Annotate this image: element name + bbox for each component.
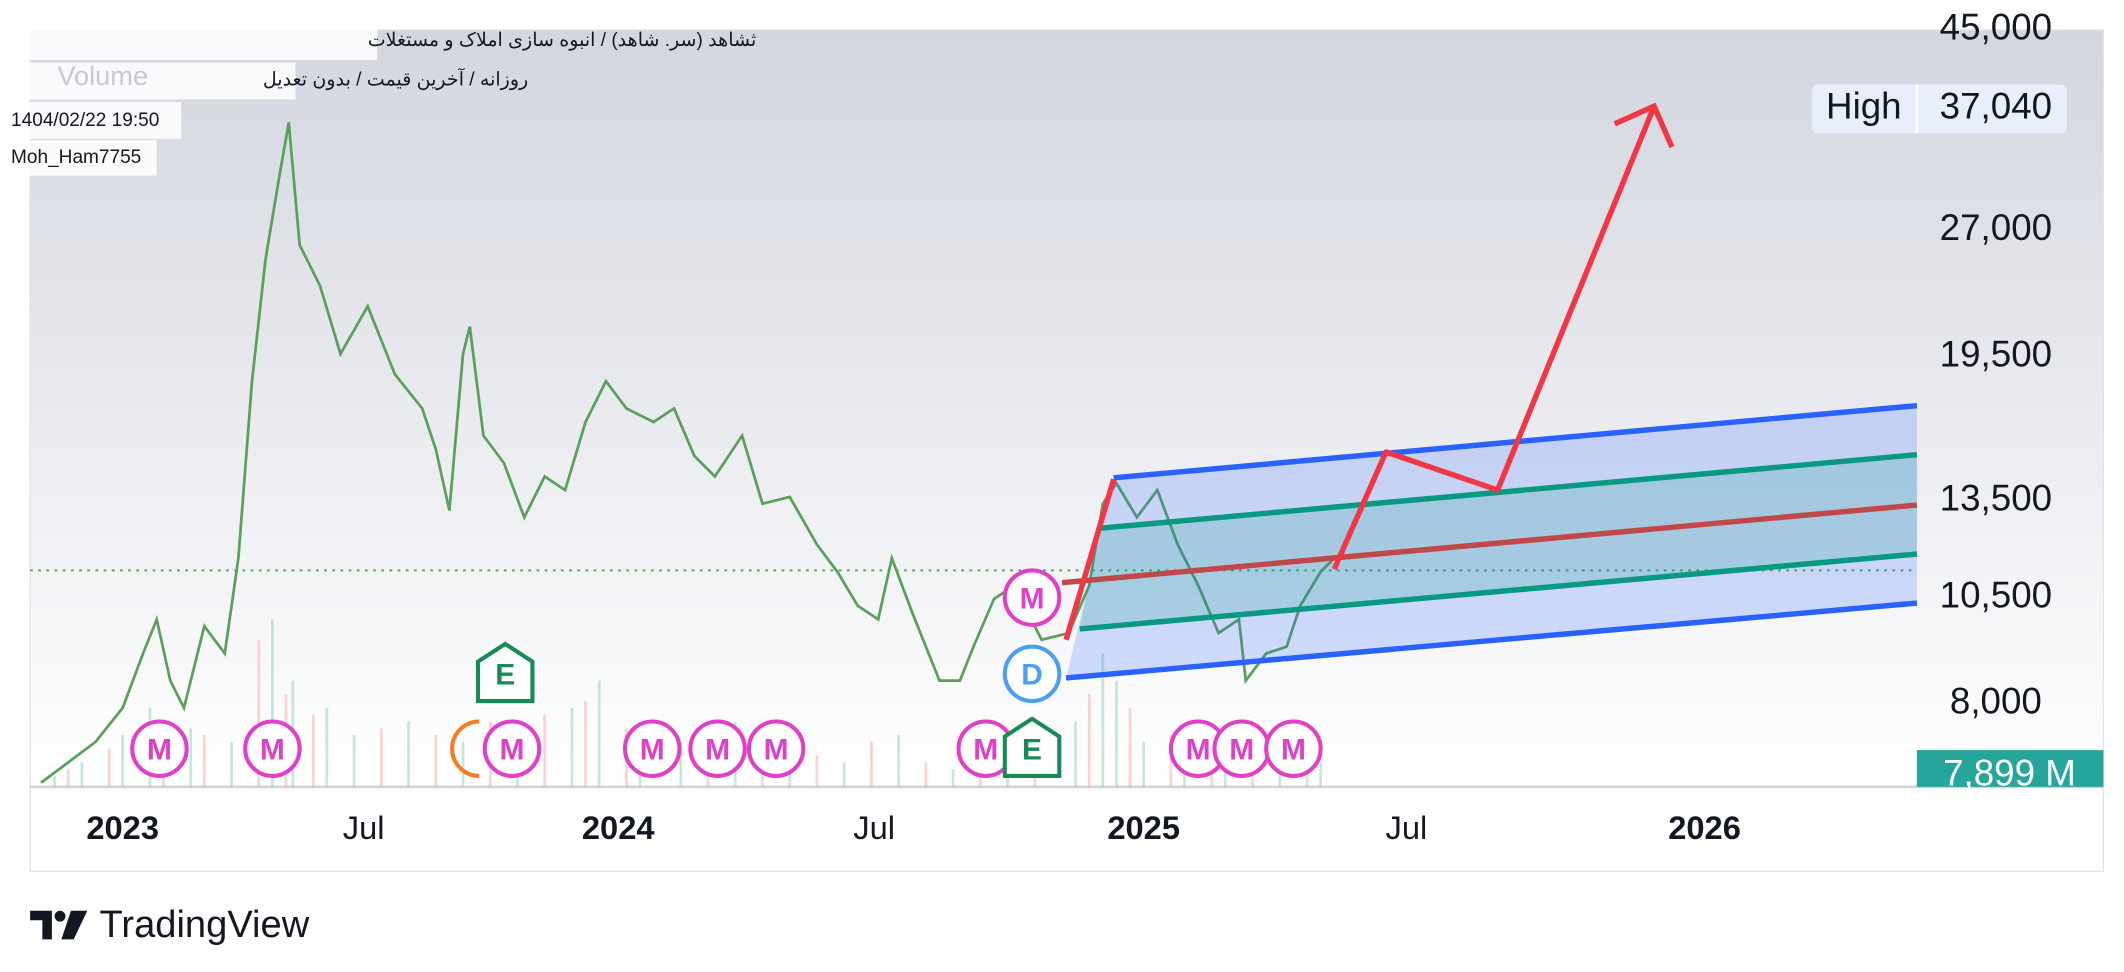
header-box (0, 62, 296, 100)
marker-letter: M (1186, 733, 1211, 766)
channel-bottom (1065, 600, 1918, 681)
marker-letter: E (495, 658, 515, 691)
logo-mark (30, 910, 88, 940)
chart-settings: روزانه / آخرین قیمت / بدون تعدیل (263, 67, 528, 90)
marker-letter: D (1021, 658, 1043, 691)
marker-letter: E (1022, 733, 1042, 766)
high-value: 37,040 (1940, 86, 2052, 127)
marker-letter: M (1281, 733, 1306, 766)
marker-shape (746, 719, 806, 779)
chart-background (30, 29, 2104, 787)
marker-letter: M (640, 733, 665, 766)
marker-shape (1002, 716, 1062, 779)
marker-shape (482, 719, 542, 779)
header-box (0, 102, 182, 139)
channel-lower-mid (1079, 551, 1918, 632)
price-label: 8,000 (1950, 681, 2042, 722)
price-label: 10,500 (1940, 574, 2052, 615)
author: Moh_Ham7755 (11, 147, 141, 168)
time-label: Jul (343, 809, 385, 846)
marker-letter: M (1229, 733, 1254, 766)
channel-median (1061, 502, 1918, 586)
projection-arrow (1331, 105, 1657, 571)
time-label: Jul (1386, 809, 1428, 846)
high-label-box (1812, 84, 2067, 134)
logo-text: TradingView (100, 904, 310, 946)
volume-box (1916, 750, 2104, 787)
marker-shape (688, 719, 747, 779)
marker-shape (622, 719, 682, 779)
symbol-title: ثشاهد (سر. شاهد) / انبوه سازی املاک و مس… (368, 30, 757, 51)
price-path (40, 122, 1336, 784)
datetime: 1404/02/22 19:50 (11, 110, 159, 131)
marker-letter: M (973, 733, 998, 766)
time-label: Jul (853, 809, 895, 846)
channel-upper-mid (1099, 451, 1918, 531)
high-label: High (1826, 86, 1902, 127)
volume-legend: Volume (57, 60, 148, 91)
drawn-line (1063, 478, 1117, 641)
marker-shape (475, 641, 535, 704)
marker-letter: M (500, 733, 525, 766)
marker-shape (1002, 644, 1062, 704)
time-label: 2025 (1107, 809, 1180, 846)
header-box (0, 21, 378, 60)
arrow-head (1613, 102, 1675, 149)
marker-letter: M (1020, 582, 1045, 615)
marker-shape (1002, 568, 1062, 627)
price-label: 19,500 (1940, 333, 2052, 374)
marker-letter: M (764, 733, 789, 766)
time-label: 2023 (86, 809, 159, 846)
price-label: 13,500 (1940, 478, 2052, 519)
volume-value: 7,899 M (1943, 753, 2076, 794)
header-box (0, 140, 157, 176)
marker-letter: M (147, 733, 172, 766)
chart-border (29, 29, 2105, 872)
marker-letter: M (705, 733, 730, 766)
marker-shape (1264, 719, 1323, 779)
marker-shape (243, 719, 302, 779)
earnings-marker-partial (450, 719, 480, 779)
marker-shape (130, 719, 189, 779)
price-label: 45,000 (1940, 7, 2052, 48)
time-label: 2024 (582, 809, 655, 846)
marker-letter: M (260, 733, 285, 766)
price-label: 27,000 (1940, 207, 2052, 248)
time-label: 2026 (1668, 809, 1741, 846)
